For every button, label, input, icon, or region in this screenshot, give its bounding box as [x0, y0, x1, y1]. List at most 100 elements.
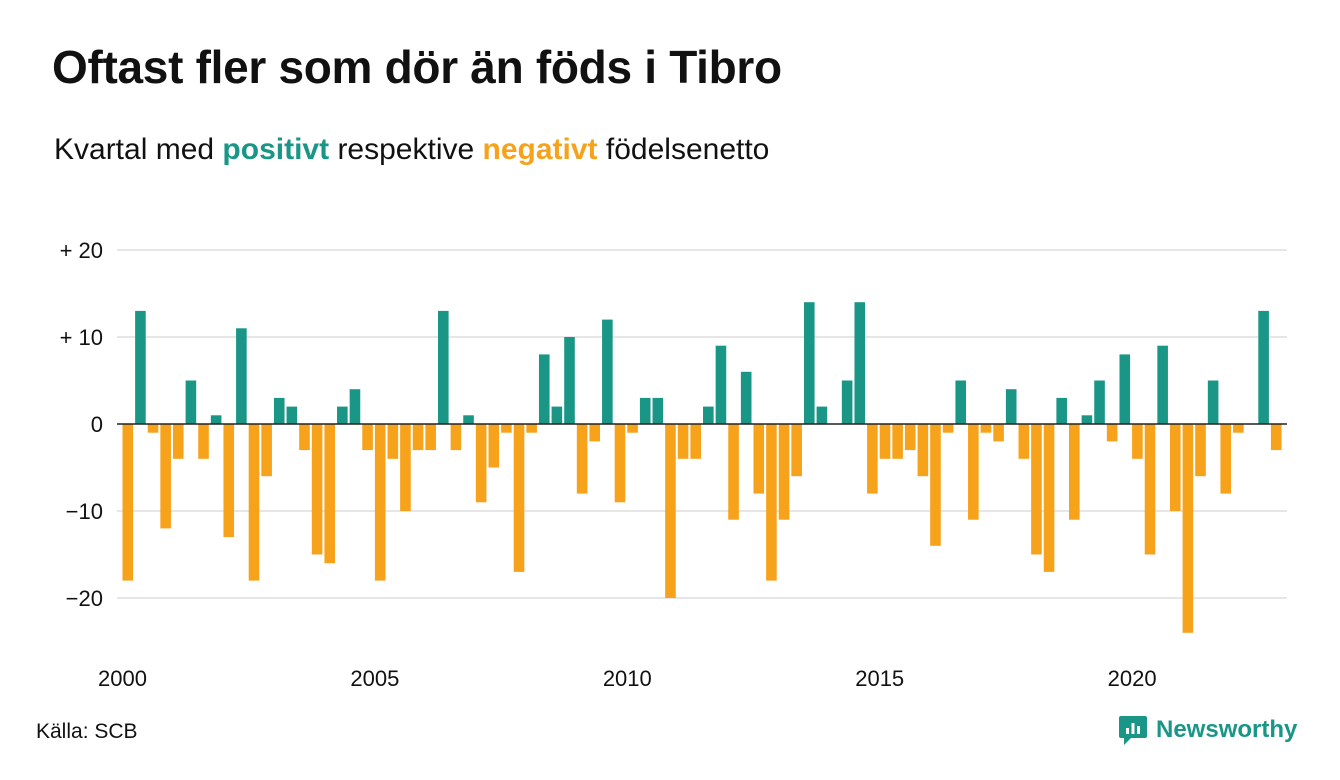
- bar-positive: [955, 380, 967, 424]
- bar-negative: [753, 424, 765, 494]
- newsworthy-logo: Newsworthy: [1118, 714, 1297, 746]
- bar-positive: [286, 406, 298, 424]
- bar-negative: [930, 424, 941, 546]
- bar-negative: [614, 424, 626, 503]
- bar-negative: [980, 424, 992, 433]
- bar-positive: [854, 302, 866, 424]
- bar-positive: [1094, 380, 1105, 424]
- source-label: Källa: SCB: [36, 720, 138, 743]
- bar-positive: [740, 371, 752, 424]
- bar-negative: [1169, 424, 1181, 511]
- bar-negative: [122, 424, 134, 581]
- chart-title: Oftast fler som dör än föds i Tibro: [52, 41, 782, 93]
- bar-negative: [1018, 424, 1030, 459]
- bar-negative: [450, 424, 462, 451]
- bar-positive: [816, 406, 828, 424]
- bar-negative: [1270, 424, 1282, 451]
- y-tick-label: + 10: [60, 325, 103, 350]
- bar-positive: [135, 310, 146, 424]
- bar-negative: [362, 424, 373, 451]
- bar-negative: [261, 424, 272, 477]
- bar-negative: [1106, 424, 1118, 442]
- brand-name: Newsworthy: [1156, 716, 1298, 743]
- bar-negative: [589, 424, 601, 442]
- bar-negative: [1220, 424, 1232, 494]
- bar-positive: [639, 397, 651, 424]
- bar-negative: [576, 424, 588, 494]
- subtitle-negative-word: negativt: [482, 133, 598, 166]
- bar-negative: [526, 424, 537, 433]
- bar-negative: [728, 424, 739, 520]
- bar-positive: [210, 415, 222, 424]
- bar-positive: [564, 337, 575, 424]
- bar-negative: [1182, 424, 1194, 633]
- bar-negative: [412, 424, 424, 451]
- x-tick-label: 2005: [350, 666, 399, 691]
- bar-positive: [1157, 345, 1168, 424]
- bar-negative: [791, 424, 802, 477]
- bar-positive: [1005, 389, 1017, 424]
- x-tick-label: 2020: [1108, 666, 1157, 691]
- bar-negative: [387, 424, 399, 459]
- bar-positive: [1207, 380, 1219, 424]
- bar-negative: [172, 424, 184, 459]
- bar-positive: [652, 397, 664, 424]
- bar-negative: [892, 424, 903, 459]
- subtitle-prefix: Kvartal med: [54, 133, 215, 166]
- bar-positive: [538, 354, 550, 424]
- y-tick-label: + 20: [60, 238, 103, 263]
- bar-positive: [185, 380, 197, 424]
- bar-negative: [1233, 424, 1244, 433]
- bar-positive: [1056, 397, 1067, 424]
- bar-negative: [1069, 424, 1080, 520]
- bar-negative: [968, 424, 979, 520]
- bar-negative: [475, 424, 487, 503]
- x-tick-label: 2010: [603, 666, 652, 691]
- bar-positive: [1119, 354, 1131, 424]
- subtitle-suffix: födelsenetto: [605, 133, 770, 166]
- x-tick-label: 2000: [98, 666, 147, 691]
- y-tick-label: 0: [91, 412, 103, 437]
- subtitle-positive-word: positivt: [222, 133, 330, 166]
- newsworthy-logo-icon: [1119, 716, 1147, 745]
- y-tick-label: −10: [66, 499, 103, 524]
- bar-negative: [1043, 424, 1055, 572]
- bar-negative: [690, 424, 701, 459]
- bar-negative: [665, 424, 676, 598]
- bar-negative: [677, 424, 689, 459]
- bar-positive: [463, 415, 474, 424]
- bar-negative: [198, 424, 209, 459]
- bar-negative: [488, 424, 500, 468]
- bar-negative: [299, 424, 310, 451]
- bar-positive: [273, 397, 285, 424]
- bar-negative: [501, 424, 512, 433]
- subtitle-middle: respektive: [337, 133, 475, 166]
- bar-negative: [917, 424, 929, 477]
- bar-positive: [349, 389, 361, 424]
- bar-negative: [993, 424, 1004, 442]
- bar-positive: [438, 310, 449, 424]
- bar-negative: [374, 424, 386, 581]
- bar-negative: [904, 424, 916, 451]
- bar-negative: [1031, 424, 1042, 555]
- bar-negative: [425, 424, 436, 451]
- bar-negative: [778, 424, 790, 520]
- bar-negative: [766, 424, 777, 581]
- bar-positive: [337, 406, 348, 424]
- bar-negative: [1195, 424, 1206, 477]
- y-tick-label: −20: [66, 586, 103, 611]
- bar-negative: [1132, 424, 1143, 459]
- bar-positive: [236, 328, 247, 424]
- bar-negative: [248, 424, 260, 581]
- bar-negative: [324, 424, 336, 564]
- bar-positive: [715, 345, 727, 424]
- bar-positive: [841, 380, 853, 424]
- bar-positive: [1081, 415, 1093, 424]
- bar-negative: [627, 424, 638, 433]
- bar-positive: [602, 319, 613, 424]
- bar-negative: [400, 424, 411, 511]
- bar-positive: [551, 406, 563, 424]
- x-tick-label: 2015: [855, 666, 904, 691]
- bar-negative: [223, 424, 235, 538]
